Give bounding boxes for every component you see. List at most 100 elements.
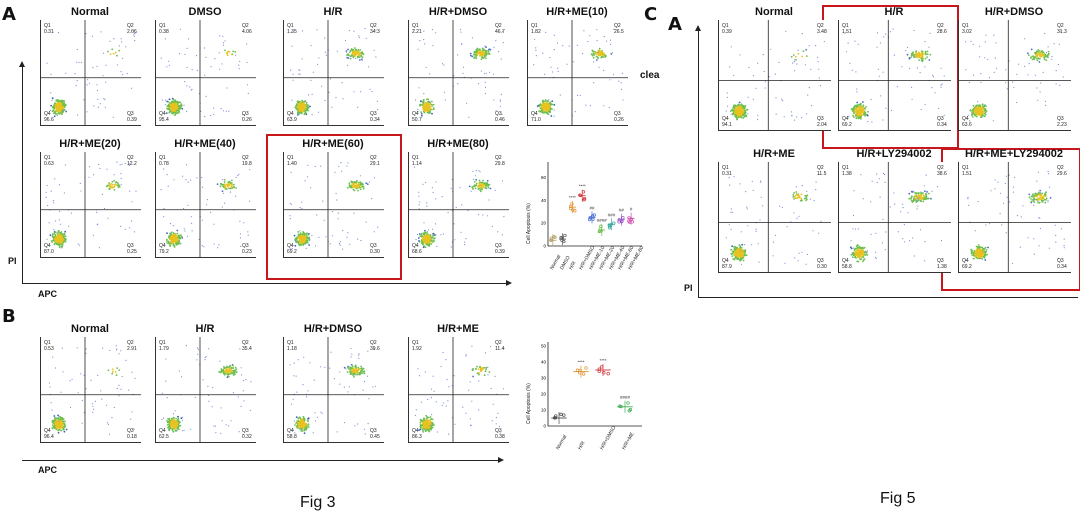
fig3-panel-b-letter: B (2, 306, 16, 327)
quadrant-q4-label: Q4 50.7 (412, 111, 422, 123)
summary-ylabel: Cell Apoptosis (%) (526, 203, 532, 244)
summary-category-label: H/R (577, 440, 587, 451)
quadrant-q1-label: Q1 0.78 (159, 155, 169, 167)
summary-point (600, 365, 604, 369)
summary-point (578, 193, 582, 197)
quadrant-q1-label: Q1 1.92 (412, 340, 422, 352)
quadrant-q1-label: Q1 1.35 (287, 23, 297, 35)
quadrant-q1-label: Q1 0.31 (722, 165, 732, 177)
quadrant-q3-label: Q3 0.39 (127, 111, 137, 123)
scatter-svg (156, 337, 256, 442)
flow-plot-area: Q1 0.53 Q2 2.91 Q4 96.4 Q3 0.18 (40, 337, 141, 443)
scatter-svg (284, 20, 384, 125)
quadrant-q1-label: Q1 1.51 (962, 165, 972, 177)
scatter-svg (719, 162, 831, 272)
summary-category-label: H/R+DMSO (599, 425, 618, 451)
quadrant-q1-label: Q1 1.51 (842, 23, 852, 35)
quadrant-q2-label: Q2 4.06 (242, 23, 252, 35)
cut-off-text: clea (640, 70, 660, 81)
scatter-svg (284, 337, 384, 442)
quadrant-q4-label: Q4 69.2 (842, 116, 852, 128)
summary-svg: 0 10 20 30 40 50 **** **** #### (541, 342, 642, 429)
flow-plot-area: Q1 1.40 Q2 29.1 Q4 69.2 Q3 0.30 (283, 152, 384, 258)
summary-point (553, 235, 557, 240)
summary-significance-mark: ### (608, 212, 616, 217)
scatter-svg (156, 152, 256, 257)
scatter-svg (41, 20, 141, 125)
quadrant-q3-label: Q3 0.38 (495, 428, 505, 440)
summary-point (606, 372, 610, 376)
plot-title: H/R (195, 323, 215, 335)
quadrant-q4-label: Q4 69.2 (287, 243, 297, 255)
quadrant-q3-label: Q3 0.34 (937, 116, 947, 128)
quadrant-q2-label: Q2 11.5 (817, 165, 827, 177)
plot-title: H/R+ME (753, 148, 795, 160)
summary-significance-mark: **** (577, 360, 584, 365)
fig5-y-arrow-icon (695, 25, 701, 31)
summary-ytick: 30 (541, 376, 547, 381)
flow-plot-area: Q1 0.31 Q2 11.5 Q4 87.9 Q3 0.30 (718, 162, 831, 273)
summary-point (559, 412, 563, 417)
quadrant-q3-label: Q3 0.25 (127, 243, 137, 255)
flow-plot-area: Q1 0.39 Q2 3.48 Q4 94.1 Q3 2.04 (718, 20, 831, 131)
summary-point (597, 367, 601, 371)
quadrant-q2-label: Q2 34.3 (370, 23, 380, 35)
summary-point (626, 401, 630, 405)
summary-ytick: 20 (541, 392, 547, 397)
quadrant-q1-label: Q1 1.40 (287, 155, 297, 167)
quadrant-q1-label: Q1 0.63 (44, 155, 54, 167)
quadrant-q4-label: Q4 62.5 (159, 428, 169, 440)
scatter-svg (156, 20, 256, 125)
summary-significance-mark: **** (599, 358, 606, 363)
fig3-panel-a-letter: A (2, 4, 16, 25)
fig3b-x-arrow-icon (498, 457, 504, 463)
summary-ytick: 40 (541, 198, 547, 203)
summary-point (563, 233, 567, 238)
flow-plot-area: Q1 1.51 Q2 29.6 Q4 69.2 Q3 0.34 (958, 162, 1071, 273)
summary-ytick: 0 (543, 244, 546, 249)
summary-point (575, 368, 580, 372)
summary-significance-mark: # (630, 207, 633, 212)
summary-significance-mark: #### (620, 395, 631, 400)
scatter-svg (719, 20, 831, 130)
scatter-svg (959, 20, 1071, 130)
summary-point (582, 196, 587, 201)
plot-title: H/R+ME(80) (427, 138, 489, 150)
quadrant-q4-label: Q4 63.6 (962, 116, 972, 128)
plot-title: Normal (71, 323, 109, 335)
quadrant-q3-label: Q3 0.26 (242, 111, 252, 123)
plot-title: H/R+DMSO (428, 6, 488, 18)
summary-point (573, 209, 577, 213)
quadrant-q2-label: Q2 28.6 (937, 23, 947, 35)
plot-title: H/R (884, 6, 904, 18)
fig3a-x-axis-label: APC (38, 289, 58, 299)
quadrant-q3-label: Q3 0.18 (127, 428, 137, 440)
quadrant-q4-label: Q4 95.4 (159, 111, 169, 123)
quadrant-q4-label: Q4 96.6 (44, 111, 54, 123)
quadrant-q3-label: Q3 0.34 (1057, 258, 1067, 270)
quadrant-q2-label: Q2 31.3 (1057, 23, 1067, 35)
summary-point (562, 413, 566, 417)
summary-category-label: Normal (555, 434, 569, 451)
plot-title: H/R+ME(40) (174, 138, 236, 150)
quadrant-q4-label: Q4 63.9 (287, 111, 297, 123)
quadrant-q3-label: Q3 2.04 (817, 116, 827, 128)
scatter-svg (839, 162, 951, 272)
quadrant-q3-label: Q3 0.30 (817, 258, 827, 270)
quadrant-q2-label: Q2 46.7 (495, 23, 505, 35)
summary-ytick: 50 (541, 344, 547, 349)
summary-point (591, 217, 595, 221)
summary-ytick: 20 (541, 221, 547, 226)
summary-point (602, 371, 606, 375)
summary-ytick: 0 (543, 424, 546, 429)
quadrant-q4-label: Q4 87.0 (44, 243, 54, 255)
plot-title: H/R+ME(20) (59, 138, 121, 150)
flow-plot-area: Q1 2.21 Q2 46.7 Q4 50.7 Q3 0.46 (408, 20, 509, 126)
quadrant-q1-label: Q1 3.02 (962, 23, 972, 35)
summary-significance-mark: #### (597, 218, 608, 223)
fig3a-y-axis-label: PI (8, 256, 17, 266)
plot-title: Normal (71, 6, 109, 18)
scatter-svg (528, 20, 628, 125)
flow-plot-area: Q1 1.92 Q2 11.4 Q4 86.3 Q3 0.38 (408, 337, 509, 443)
quadrant-q4-label: Q4 68.6 (412, 243, 422, 255)
